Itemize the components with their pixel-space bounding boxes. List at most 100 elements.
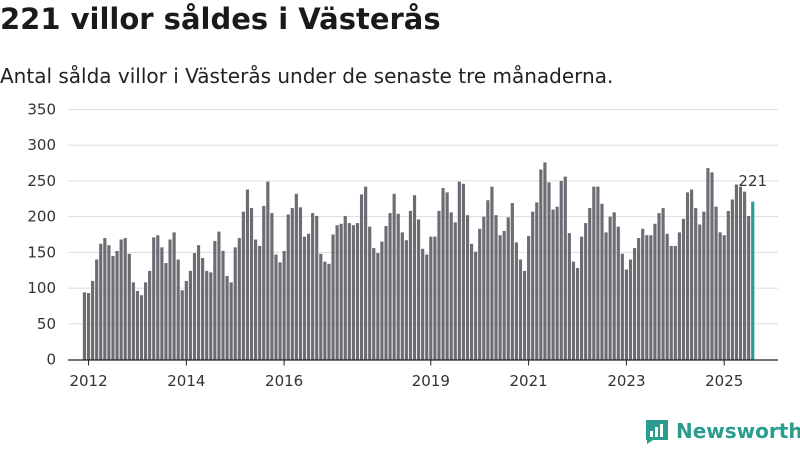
y-tick-label: 350 bbox=[27, 101, 56, 119]
bar bbox=[604, 232, 608, 360]
bar bbox=[294, 193, 298, 360]
bar bbox=[368, 226, 372, 360]
bar bbox=[298, 207, 303, 360]
bar bbox=[600, 203, 604, 360]
bar bbox=[632, 248, 637, 360]
bar bbox=[400, 232, 404, 360]
bar bbox=[445, 192, 449, 360]
bar bbox=[514, 242, 518, 360]
bar bbox=[123, 238, 127, 360]
chart-subtitle: Antal sålda villor i Västerås under de s… bbox=[0, 64, 614, 88]
bar bbox=[412, 195, 417, 360]
bar bbox=[131, 282, 135, 360]
y-tick-label: 100 bbox=[27, 279, 56, 297]
bar bbox=[176, 259, 180, 360]
bar bbox=[657, 213, 661, 360]
bar bbox=[706, 168, 710, 360]
bar bbox=[245, 189, 250, 360]
bar bbox=[465, 215, 470, 360]
bar bbox=[738, 186, 743, 360]
bar bbox=[669, 245, 673, 360]
bar bbox=[457, 181, 461, 360]
bar bbox=[555, 206, 559, 360]
bar bbox=[274, 254, 278, 360]
bar bbox=[359, 194, 364, 360]
bar bbox=[127, 253, 131, 360]
bar bbox=[315, 215, 319, 360]
bar bbox=[103, 238, 107, 360]
x-tick-label: 2019 bbox=[412, 372, 450, 390]
bar bbox=[237, 238, 241, 360]
bar bbox=[575, 268, 580, 360]
last-value-label: 221 bbox=[738, 172, 767, 190]
brand-name: Newsworthy bbox=[676, 419, 800, 443]
bar bbox=[152, 237, 156, 360]
bar bbox=[637, 238, 641, 360]
bar bbox=[209, 272, 213, 360]
y-axis: 0 50 100 150 200 250 300 350 bbox=[27, 101, 56, 369]
newsworthy-brand: Newsworthy bbox=[644, 418, 800, 444]
bar bbox=[258, 245, 262, 360]
bar bbox=[372, 248, 376, 360]
bar bbox=[119, 239, 123, 360]
bar bbox=[596, 186, 600, 360]
bar bbox=[262, 205, 266, 360]
bar bbox=[482, 216, 486, 360]
bar bbox=[135, 290, 140, 360]
bar bbox=[547, 182, 551, 360]
bar bbox=[188, 270, 192, 360]
bar bbox=[490, 186, 494, 360]
bar bbox=[286, 214, 290, 360]
bar bbox=[417, 219, 421, 360]
bar bbox=[99, 243, 103, 360]
bar bbox=[494, 215, 498, 360]
bar bbox=[681, 218, 686, 360]
bar bbox=[690, 189, 694, 360]
bar bbox=[376, 253, 380, 360]
bar bbox=[388, 213, 392, 360]
bar bbox=[543, 162, 547, 360]
bar bbox=[531, 211, 535, 360]
bar bbox=[624, 269, 629, 360]
bar bbox=[164, 263, 168, 360]
bar bbox=[82, 292, 87, 360]
bar bbox=[645, 235, 649, 360]
bar bbox=[661, 208, 665, 360]
bar bbox=[474, 251, 478, 360]
bar bbox=[559, 180, 563, 360]
bar bbox=[86, 293, 91, 360]
bar bbox=[449, 212, 453, 360]
bar bbox=[747, 215, 751, 360]
bar bbox=[592, 186, 596, 360]
bar bbox=[518, 259, 523, 360]
bar bbox=[649, 235, 653, 360]
bar bbox=[698, 224, 702, 360]
bar bbox=[290, 208, 294, 360]
bar bbox=[278, 262, 282, 360]
bar bbox=[364, 186, 368, 360]
bar bbox=[205, 270, 209, 360]
bars bbox=[82, 162, 755, 360]
bar bbox=[266, 181, 270, 360]
bar bbox=[249, 208, 254, 360]
bar bbox=[347, 223, 351, 360]
bar bbox=[311, 213, 315, 360]
bar bbox=[608, 216, 612, 360]
bar bbox=[429, 236, 433, 360]
bar bbox=[343, 215, 347, 360]
bar bbox=[335, 225, 339, 360]
bar bbox=[148, 270, 152, 360]
bar bbox=[160, 247, 164, 360]
y-tick-label: 200 bbox=[27, 208, 56, 226]
bar bbox=[726, 210, 730, 360]
bar bbox=[380, 241, 384, 360]
bar bbox=[527, 235, 531, 360]
bar bbox=[433, 236, 437, 360]
bar bbox=[229, 282, 233, 360]
bar bbox=[498, 235, 502, 360]
bar bbox=[677, 232, 681, 360]
bar bbox=[616, 226, 620, 360]
bar bbox=[201, 258, 205, 360]
bar bbox=[673, 245, 677, 360]
bar bbox=[408, 210, 413, 360]
